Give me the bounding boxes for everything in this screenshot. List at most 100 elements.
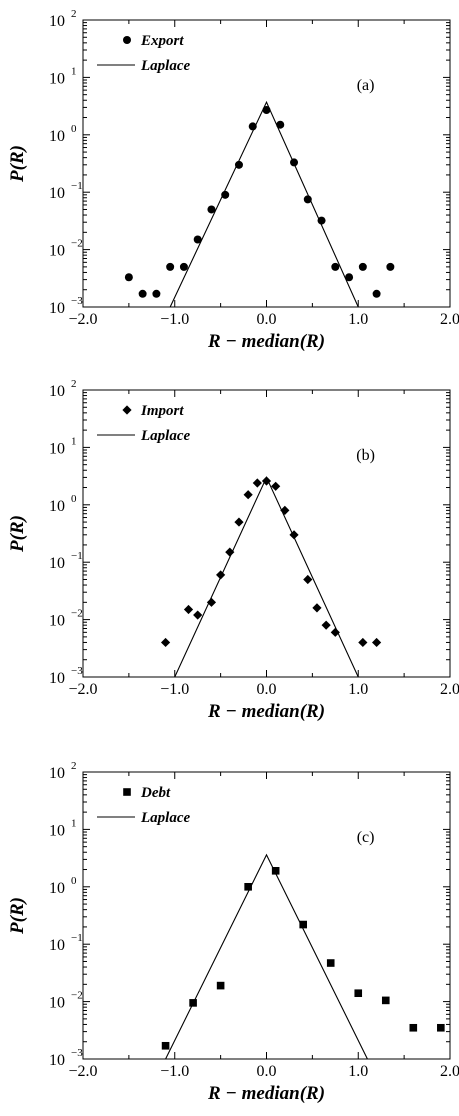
- y-tick-exponent: 0: [71, 493, 77, 505]
- export-point-19: [386, 262, 395, 271]
- export-point-13: [303, 195, 312, 204]
- plot-frame: [82, 389, 451, 678]
- y-tick-label: 10: [49, 383, 65, 400]
- import-point-15: [321, 620, 331, 630]
- legend-label: Debt: [140, 785, 171, 801]
- y-axis-label: P(R): [7, 897, 28, 935]
- x-tick-label: 1.0: [348, 311, 368, 328]
- panel-label: (b): [356, 447, 375, 464]
- laplace-line: [174, 476, 359, 677]
- legend-label: Laplace: [140, 428, 190, 444]
- x-axis-label: R − median(R): [207, 701, 325, 722]
- laplace-line: [165, 853, 368, 1059]
- y-axis-label: P(R): [7, 515, 28, 553]
- legend-label: Import: [140, 403, 184, 419]
- import-point-2: [193, 610, 203, 620]
- panel-label: (c): [357, 829, 375, 846]
- data-area: [124, 100, 395, 307]
- x-tick-label: 0.0: [257, 311, 277, 328]
- export-point-10: [262, 106, 271, 115]
- plot-frame: [82, 19, 451, 308]
- plot-frame: [82, 771, 451, 1060]
- x-tick-label: −1.0: [160, 311, 189, 328]
- export-point-15: [331, 262, 340, 271]
- export-point-14: [317, 216, 326, 225]
- legend-label: Laplace: [140, 810, 190, 826]
- import-point-13: [303, 574, 313, 585]
- x-tick-label: −2.0: [68, 681, 97, 698]
- import-point-18: [372, 637, 382, 648]
- y-tick-exponent: 1: [71, 435, 77, 447]
- x-axis-label: R − median(R): [207, 331, 325, 352]
- export-point-2: [152, 289, 161, 298]
- debt-point-0: [161, 1041, 170, 1050]
- import-point-6: [234, 517, 244, 527]
- panel-label: (a): [357, 77, 375, 94]
- debt-point-2: [216, 981, 225, 990]
- export-legend-point-0: [123, 36, 131, 44]
- y-tick-label: 10: [49, 185, 65, 202]
- y-tick-exponent: 0: [71, 875, 77, 887]
- export-point-3: [166, 262, 175, 271]
- legend: Import Laplace: [97, 403, 190, 444]
- import-point-12: [289, 530, 299, 540]
- import-point-4: [216, 570, 226, 580]
- debt-point-3: [244, 883, 252, 891]
- export-point-8: [234, 160, 243, 169]
- y-tick-label: 10: [49, 937, 65, 954]
- x-tick-label: 1.0: [348, 1063, 368, 1080]
- export-point-7: [221, 190, 230, 199]
- y-tick-label: 10: [49, 880, 65, 897]
- y-tick-label: 10: [49, 613, 65, 630]
- y-tick-exponent: −1: [71, 180, 83, 192]
- debt-point-5: [299, 920, 307, 929]
- y-tick-label: 10: [49, 128, 65, 145]
- import-point-5: [225, 547, 235, 557]
- y-tick-label: 10: [49, 765, 65, 782]
- y-tick-exponent: 1: [71, 65, 77, 77]
- y-tick-label: 10: [49, 670, 65, 687]
- data-area: [160, 476, 382, 677]
- y-tick-exponent: −2: [71, 990, 83, 1002]
- x-tick-label: −1.0: [160, 681, 189, 698]
- import-point-7: [243, 490, 253, 500]
- debt-point-7: [354, 989, 363, 998]
- y-tick-label: 10: [49, 498, 65, 515]
- y-tick-exponent: 2: [71, 378, 77, 390]
- export-point-18: [372, 289, 381, 298]
- debt-point-6: [326, 959, 335, 967]
- import-point-10: [271, 481, 281, 491]
- legend: Debt Laplace: [97, 785, 190, 826]
- y-tick-label: 10: [49, 13, 65, 30]
- y-tick-exponent: 0: [71, 123, 77, 135]
- import-point-14: [312, 603, 322, 613]
- y-tick-exponent: −2: [71, 238, 83, 250]
- y-tick-exponent: 2: [71, 760, 77, 772]
- y-tick-exponent: −3: [71, 665, 83, 677]
- y-tick-label: 10: [49, 822, 65, 839]
- import-point-0: [160, 637, 171, 648]
- legend-label: Export: [140, 33, 184, 49]
- y-tick-exponent: −3: [71, 295, 83, 307]
- import-point-8: [252, 478, 262, 488]
- panel-b: −2.0 −1.0 0.0 1.0 2.0 10 −3 10 −2 10 −1 10 0 10 1 10 2 R …: [7, 378, 459, 722]
- debt-point-8: [381, 996, 390, 1005]
- export-point-6: [207, 205, 216, 214]
- y-tick-label: 10: [49, 243, 65, 260]
- debt-legend-point-0: [123, 788, 131, 796]
- export-point-17: [358, 262, 367, 271]
- x-tick-label: −2.0: [68, 311, 97, 328]
- y-tick-label: 10: [49, 70, 65, 87]
- export-point-11: [276, 120, 285, 129]
- y-axis-label: P(R): [7, 145, 28, 183]
- y-tick-label: 10: [49, 995, 65, 1012]
- x-axis-label: R − median(R): [207, 1083, 325, 1104]
- x-tick-label: 0.0: [257, 681, 277, 698]
- y-tick-exponent: −1: [71, 932, 83, 944]
- legend: Export Laplace: [97, 33, 190, 74]
- import-point-17: [358, 637, 368, 648]
- export-point-4: [179, 262, 188, 271]
- x-tick-label: 2.0: [440, 1063, 459, 1080]
- export-point-5: [193, 235, 202, 244]
